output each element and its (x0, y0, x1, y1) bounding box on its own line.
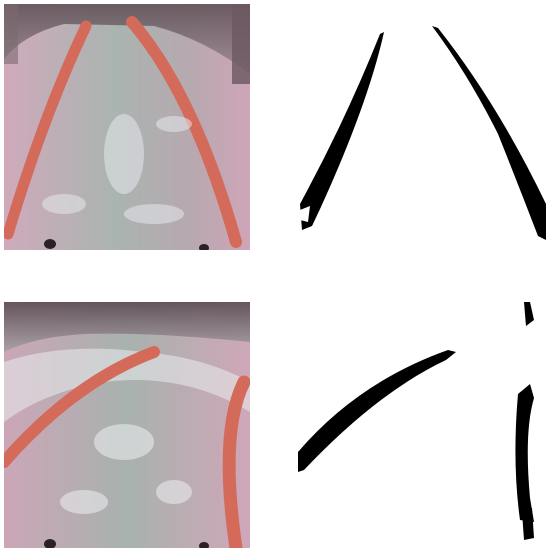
camera-frame-bottom (4, 302, 250, 548)
lane-mask-top (298, 4, 546, 252)
mask-shapes-top (298, 4, 546, 252)
mask-shapes-bottom (298, 302, 546, 550)
pool-scene-top (4, 4, 250, 250)
pool-scene-bottom (4, 302, 250, 548)
lane-mask-bottom (298, 302, 546, 550)
camera-frame-top (4, 4, 250, 250)
